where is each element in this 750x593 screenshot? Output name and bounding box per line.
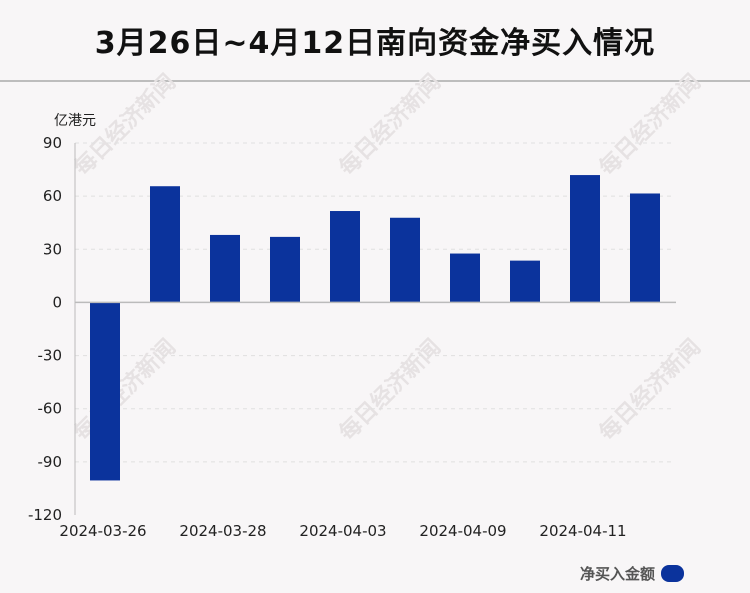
watermark-text: 每日经济新闻 [334,69,446,181]
legend-swatch [661,565,684,582]
bar [390,217,420,303]
watermark-text: 每日经济新闻 [334,334,446,446]
y-tick-label: -30 [38,347,63,365]
bar [210,234,240,303]
y-tick-label: 30 [43,240,62,258]
watermark-text: 每日经济新闻 [594,69,706,181]
watermark-text: 每日经济新闻 [594,334,706,446]
watermark-text: 每日经济新闻 [69,69,181,181]
y-tick-label: -60 [38,400,63,418]
bar [450,253,480,303]
y-axis-unit-label: 亿港元 [54,113,96,129]
y-tick-label: -90 [38,453,63,471]
bar [570,175,600,303]
bar [630,193,660,303]
bar [510,260,540,303]
title-divider [0,80,750,82]
y-tick-label: -120 [28,506,62,524]
watermark-text: 每日经济新闻 [69,334,181,446]
legend: 净买入金额 [580,563,684,584]
x-tick-label: 2024-04-11 [539,522,626,540]
y-tick-label: 0 [52,293,62,311]
legend-label: 净买入金额 [579,565,655,583]
bar [330,211,360,303]
x-tick-label: 2024-03-28 [179,522,266,540]
bar [90,302,120,481]
bar [150,186,180,303]
x-tick-label: 2024-04-03 [299,522,386,540]
chart-title: 3月26日~4月12日南向资金净买入情况 [94,26,656,61]
x-tick-label: 2024-03-26 [59,522,146,540]
bar [270,236,300,303]
y-tick-label: 90 [43,134,62,152]
y-tick-label: 60 [43,187,62,205]
x-tick-label: 2024-04-09 [419,522,506,540]
